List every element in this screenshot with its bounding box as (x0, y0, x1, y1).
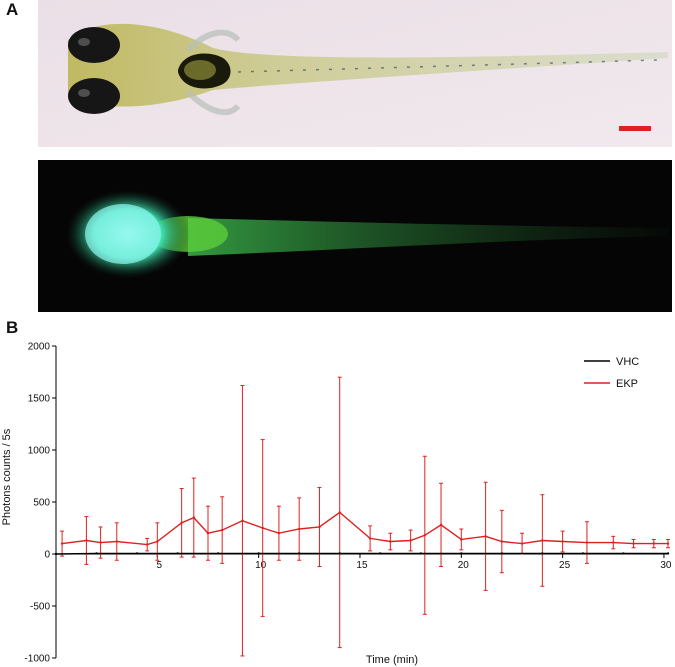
fluorescence-larva-image (38, 160, 672, 312)
data-point (561, 540, 564, 543)
data-point (297, 552, 301, 555)
data-point (500, 540, 504, 543)
series-line (55, 552, 668, 555)
legend-label-ekp: EKP (616, 378, 638, 390)
zebrafish-larva-brightfield-icon (38, 0, 672, 147)
data-point (95, 552, 98, 555)
data-point (460, 552, 463, 555)
data-point (220, 528, 224, 532)
x-tick-label: 10 (255, 560, 267, 571)
data-point (277, 532, 281, 535)
data-point (241, 519, 244, 522)
x-axis-title: Time (min) (366, 654, 418, 666)
data-point (60, 542, 64, 545)
data-point (439, 523, 443, 527)
data-point (257, 552, 260, 555)
legend: VHC EKP (584, 356, 639, 390)
data-point (180, 521, 183, 524)
x-ticks: 5 10 15 20 25 30 (157, 554, 672, 571)
legend-label-vhc: VHC (616, 356, 639, 368)
x-tick-label: 25 (559, 560, 571, 571)
data-point (338, 511, 341, 514)
series-line (62, 511, 668, 546)
data-point (520, 542, 524, 545)
data-point (652, 542, 656, 545)
x-tick-label: 15 (356, 560, 368, 571)
data-point (318, 525, 321, 529)
y-tick-label: 1000 (28, 446, 51, 457)
data-point (585, 541, 589, 544)
y-tick-label: 1500 (28, 394, 51, 405)
data-point (612, 541, 615, 544)
panel-a-label: A (6, 0, 19, 19)
data-point (500, 552, 504, 555)
data-point (261, 526, 264, 530)
x-tick-label: 5 (157, 560, 163, 571)
y-tick-label: 500 (33, 498, 50, 509)
scale-bar (619, 126, 651, 131)
y-tick-label: -500 (30, 602, 50, 613)
axes-group: -1000 -500 0 500 1000 1500 2000 5 10 15 20 25 30 (24, 342, 672, 665)
data-point (115, 540, 118, 543)
brightfield-larva-image (38, 0, 672, 147)
data-point (54, 552, 58, 556)
data-point (145, 543, 149, 546)
y-tick-label: 0 (44, 550, 50, 561)
data-point (666, 552, 670, 555)
data-point (135, 552, 139, 555)
data-point (541, 552, 544, 555)
data-point (206, 532, 210, 535)
y-ticks: -1000 -500 0 500 1000 1500 2000 (24, 342, 56, 665)
x-tick-label: 20 (458, 560, 470, 571)
photon-count-chart: -1000 -500 0 500 1000 1500 2000 5 10 15 20 25 30 Ph… (1, 342, 672, 667)
data-point (368, 537, 372, 540)
data-point (632, 542, 635, 545)
data-point (419, 552, 422, 555)
data-point (423, 534, 427, 537)
data-point (622, 552, 625, 555)
series-vhc (54, 552, 670, 556)
data-point (389, 540, 392, 543)
x-tick-label: 30 (660, 560, 672, 571)
data-point (216, 552, 220, 555)
y-axis-title: Photons counts / 5s (1, 428, 13, 525)
data-point (541, 539, 544, 542)
data-point (99, 541, 102, 544)
data-point (85, 539, 88, 542)
series-ekp (60, 376, 670, 657)
data-point (581, 552, 585, 555)
data-point (156, 540, 159, 543)
zebrafish-larva-fluorescence-icon (38, 160, 672, 312)
data-point (176, 552, 179, 555)
data-point (338, 552, 341, 555)
data-point (379, 552, 382, 555)
y-tick-label: 2000 (28, 342, 51, 353)
series-layer (54, 376, 670, 657)
data-point (666, 542, 670, 545)
data-point (484, 535, 487, 538)
data-point (460, 538, 463, 541)
data-point (297, 527, 301, 531)
data-point (192, 516, 196, 519)
y-tick-label: -1000 (24, 654, 50, 665)
data-point (409, 539, 412, 542)
panel-b-label: B (6, 318, 19, 337)
